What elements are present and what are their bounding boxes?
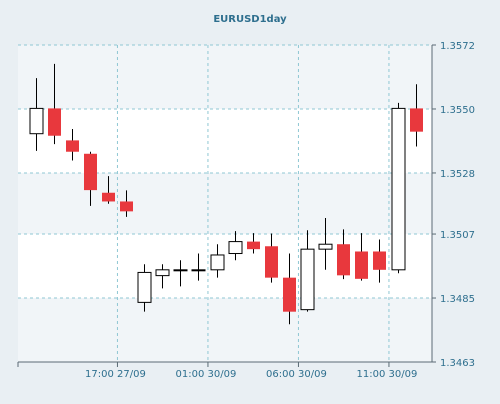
candle-body bbox=[247, 241, 260, 250]
candle-body bbox=[66, 140, 79, 152]
candle-body bbox=[228, 241, 243, 255]
candle-body bbox=[120, 201, 133, 212]
candle-bullish bbox=[318, 218, 333, 270]
candle-bearish bbox=[373, 239, 386, 283]
chart-title: EURUSD1day bbox=[213, 14, 287, 25]
plot-band bbox=[18, 45, 432, 109]
candle-body bbox=[102, 192, 115, 202]
candle-bearish bbox=[247, 233, 260, 254]
candle-bullish bbox=[210, 244, 225, 278]
candle-bearish bbox=[410, 84, 423, 147]
candle-bearish bbox=[265, 233, 278, 283]
candle-body bbox=[337, 244, 350, 276]
candle-body bbox=[391, 107, 406, 271]
plot-band bbox=[18, 172, 432, 235]
x-tick-label: 17:00 27/09 bbox=[85, 369, 146, 380]
candle-body bbox=[300, 248, 315, 311]
y-tick-label: 1.3485 bbox=[440, 294, 475, 305]
candle-bullish bbox=[137, 264, 152, 312]
candle-body bbox=[265, 246, 278, 278]
y-tick-label: 1.3463 bbox=[440, 358, 475, 369]
x-tick-label: 11:00 30/09 bbox=[357, 369, 418, 380]
y-tick-label: 1.3550 bbox=[440, 105, 475, 116]
candle-bearish bbox=[337, 229, 350, 280]
candle-body bbox=[410, 108, 423, 132]
x-tick-label: 06:00 30/09 bbox=[266, 369, 327, 380]
y-tick-label: 1.3572 bbox=[440, 41, 475, 52]
plot-band bbox=[18, 234, 432, 299]
candle-body bbox=[155, 269, 170, 277]
axes bbox=[17, 44, 436, 367]
candle-body bbox=[318, 243, 333, 250]
plot-band bbox=[18, 298, 432, 362]
candle-bullish bbox=[300, 230, 315, 312]
y-tick-label: 1.3507 bbox=[440, 230, 475, 241]
y-tick-label: 1.3528 bbox=[440, 169, 475, 180]
y-axis-tick-labels: 1.3463 1.3485 1.3507 1.3528 1.3550 1.3572 bbox=[440, 41, 475, 369]
candle-bearish bbox=[120, 190, 133, 217]
x-axis-tick-labels: 17:00 27/09 01:00 30/09 06:00 30/09 11:00 3… bbox=[85, 369, 417, 380]
candle-body bbox=[48, 108, 61, 136]
x-tick-label: 01:00 30/09 bbox=[176, 369, 237, 380]
candle-body bbox=[283, 277, 296, 312]
candle-body bbox=[373, 251, 386, 270]
candle-bearish bbox=[355, 233, 368, 281]
plot-bands bbox=[18, 45, 432, 362]
candles bbox=[29, 63, 423, 325]
candle-body bbox=[29, 107, 44, 135]
candle-body bbox=[210, 254, 225, 271]
candle-bearish bbox=[84, 151, 97, 206]
candle-bearish bbox=[283, 253, 296, 325]
candle-bearish bbox=[66, 129, 79, 161]
candle-body bbox=[173, 269, 188, 272]
candle-bearish bbox=[102, 176, 115, 204]
candle-body bbox=[355, 251, 368, 279]
candle-bullish bbox=[228, 231, 243, 261]
plot-band bbox=[18, 108, 432, 173]
candle-bullish bbox=[391, 102, 406, 274]
candle-body bbox=[137, 271, 152, 303]
candle-bullish bbox=[191, 253, 206, 281]
candle-bullish bbox=[29, 78, 44, 151]
candle-bullish bbox=[173, 260, 188, 287]
candle-bearish bbox=[48, 63, 61, 145]
candle-body bbox=[191, 269, 206, 272]
candle-bullish bbox=[155, 264, 170, 289]
candle-body bbox=[84, 153, 97, 191]
